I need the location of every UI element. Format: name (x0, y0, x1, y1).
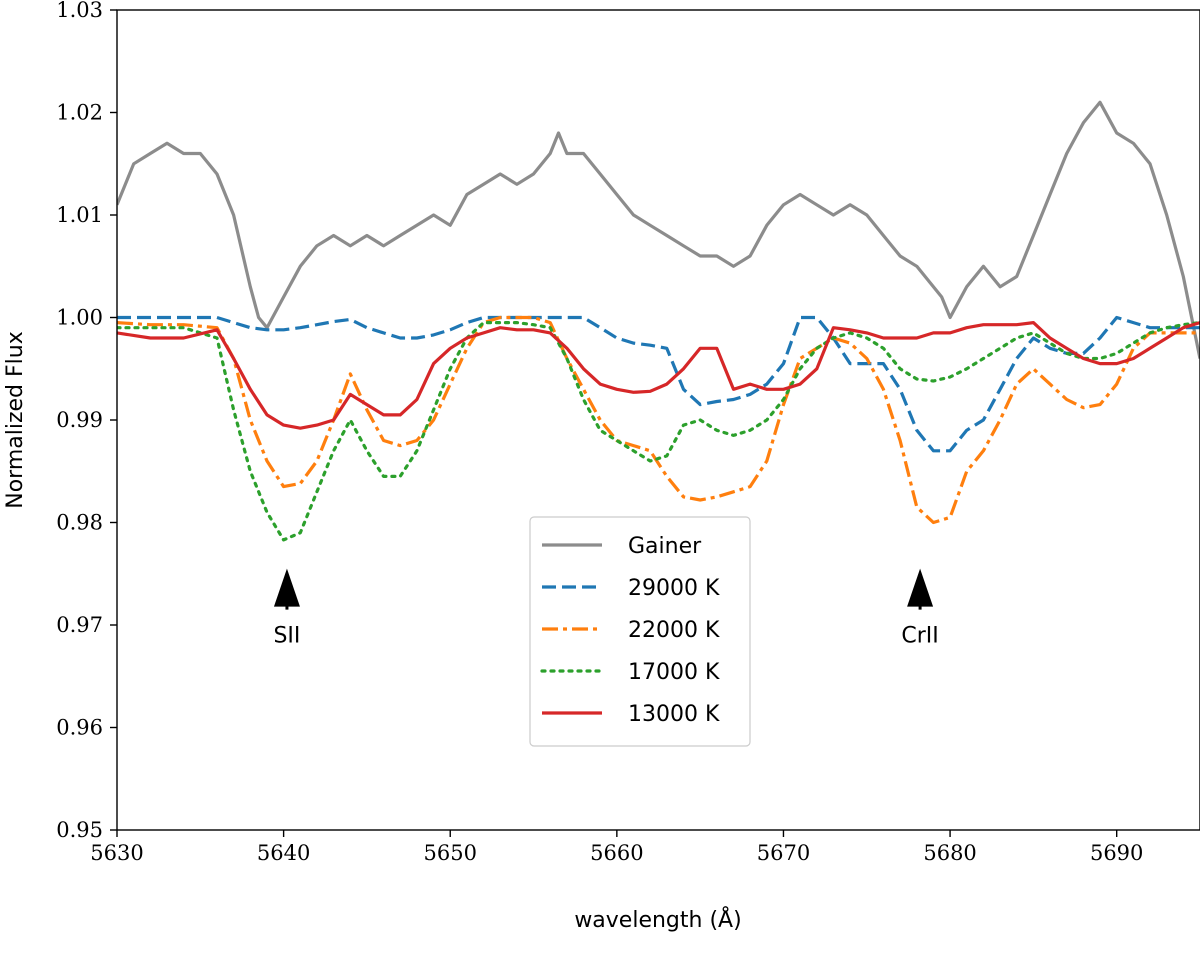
y-tick-label-0.96: 0.96 (56, 716, 103, 740)
y-axis-label: Normalized Flux (3, 331, 28, 508)
y-tick-label-1.01: 1.01 (56, 203, 103, 227)
y-tick-label-0.99: 0.99 (56, 408, 103, 432)
x-tick-label-5640: 5640 (257, 841, 310, 865)
legend-entries: Gainer 29000 K 22000 K 17000 K 13000 K (540, 534, 720, 727)
legend-label-17000-k: 17000 K (628, 660, 720, 685)
annotation-label-crii: CrII (901, 624, 938, 649)
y-tick-label-0.97: 0.97 (56, 613, 103, 637)
series-layer (117, 100, 1200, 542)
y-tick-label-0.98: 0.98 (56, 511, 103, 535)
x-tick-label-5650: 5650 (424, 841, 477, 865)
x-tick-label-5690: 5690 (1090, 841, 1143, 865)
x-axis-label: wavelength (Å) (574, 906, 741, 933)
legend-label-22000-k: 22000 K (628, 618, 720, 643)
series-line-gainer (117, 100, 1200, 359)
arrow-head-sii (273, 568, 300, 607)
arrow-head-crii (907, 568, 934, 607)
x-tick-label-5630: 5630 (90, 841, 143, 865)
x-tick-label-5670: 5670 (757, 841, 810, 865)
legend-label-29000-k: 29000 K (628, 576, 720, 601)
legend: Gainer 29000 K 22000 K 17000 K 13000 K (529, 516, 751, 747)
annotation-label-sii: SII (273, 624, 300, 649)
legend-box (529, 516, 751, 747)
series-line-22000-k (117, 315, 1200, 525)
y-tick-label-1.03: 1.03 (56, 0, 103, 22)
y-tick-label-1.00: 1.00 (56, 306, 103, 330)
legend-label-gainer: Gainer (628, 534, 702, 559)
y-tick-label-1.02: 1.02 (56, 101, 103, 125)
series-line-13000-k (117, 321, 1200, 430)
x-tick-label-5680: 5680 (923, 841, 976, 865)
annotation-layer: SII CrII (273, 568, 939, 649)
series-line-29000-k (117, 315, 1200, 453)
y-tick-label-0.95: 0.95 (56, 818, 103, 842)
legend-label-13000-k: 13000 K (628, 702, 720, 727)
series-line-17000-k (117, 321, 1200, 542)
x-tick-label-5660: 5660 (590, 841, 643, 865)
tick-layer: 5630 5640 5650 5660 5670 5680 5690 0.95 0.96 0.97… (56, 0, 1143, 865)
